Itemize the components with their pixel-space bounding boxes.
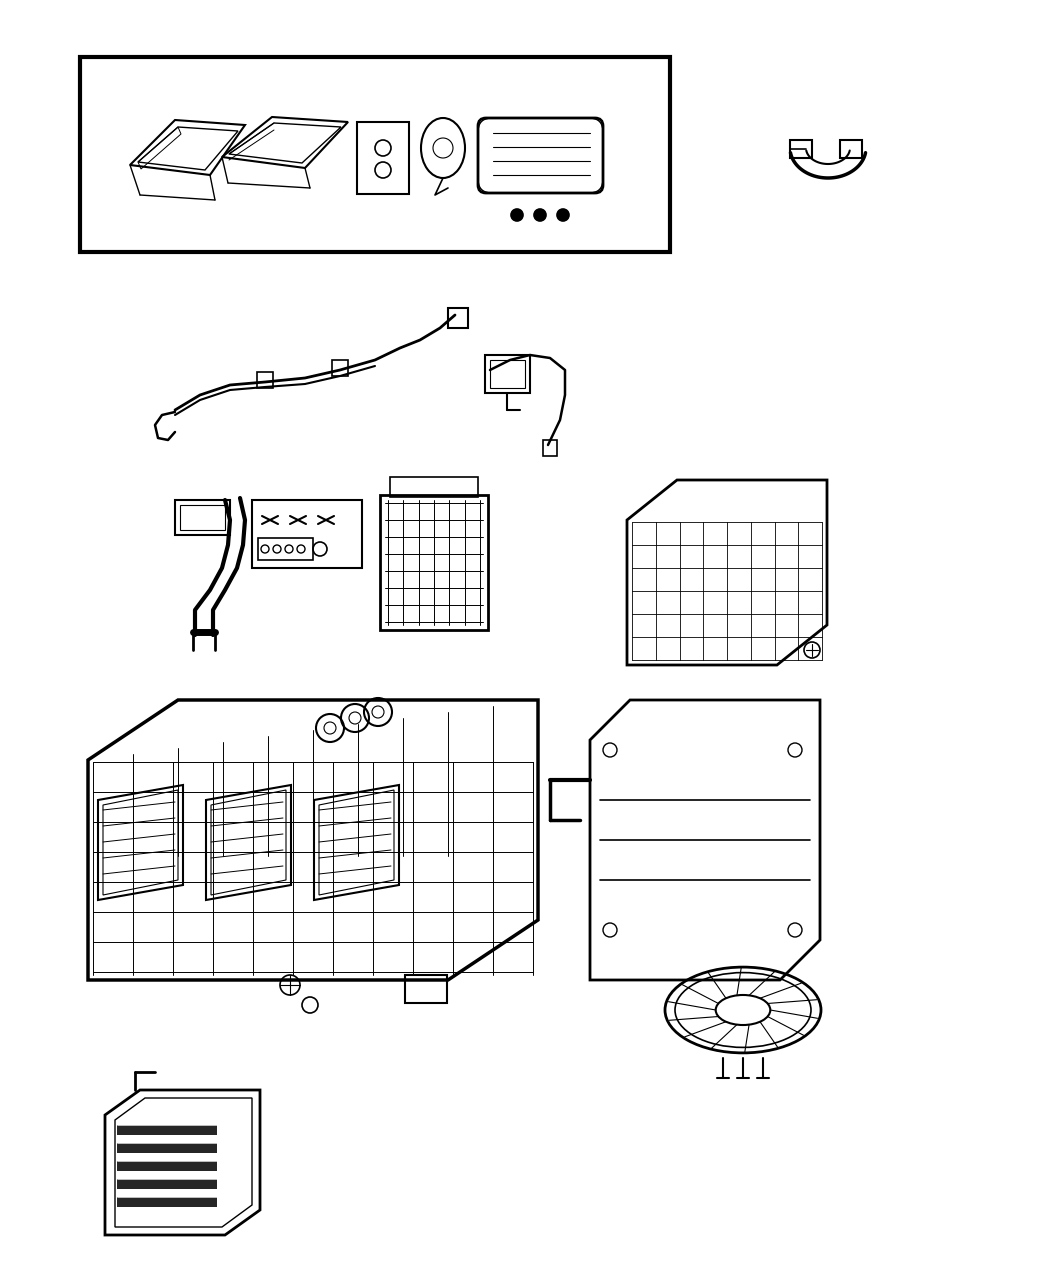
Bar <box>180 505 225 530</box>
Bar <box>332 360 348 376</box>
Bar <box>117 1162 217 1170</box>
Bar <box>790 140 812 158</box>
Bar <box>117 1125 217 1135</box>
Bar <box>80 57 670 252</box>
Bar <box>117 1197 217 1207</box>
Circle shape <box>534 209 546 221</box>
Bar <box>175 500 230 536</box>
Circle shape <box>511 209 523 221</box>
Bar <box>490 360 525 388</box>
Circle shape <box>556 209 569 221</box>
Bar <box>257 372 273 388</box>
Bar <box>258 538 313 560</box>
Bar <box>840 140 862 158</box>
Bar <box>405 975 447 1003</box>
Bar <box>390 477 478 497</box>
Bar <box>357 122 410 194</box>
Bar <box>485 354 530 393</box>
Bar <box>380 495 488 630</box>
Bar <box>252 500 362 567</box>
Bar <box>117 1179 217 1190</box>
Bar <box>448 309 468 328</box>
Bar <box>543 440 556 456</box>
Bar <box>117 1142 217 1153</box>
